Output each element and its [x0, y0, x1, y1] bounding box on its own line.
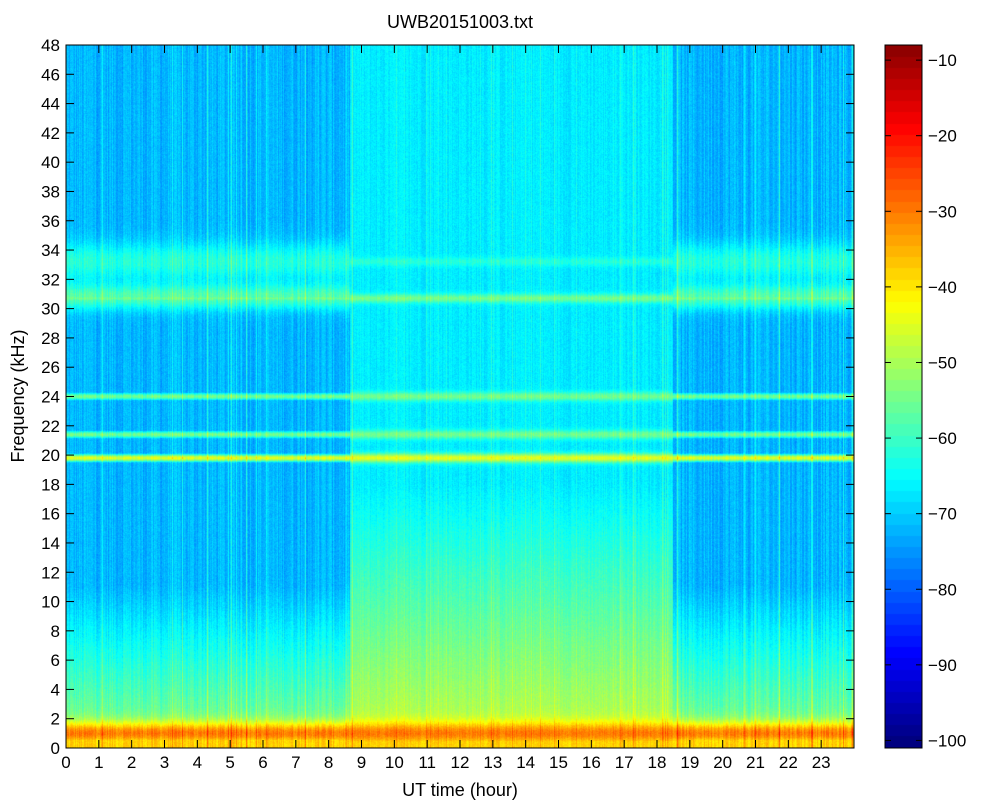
colorbar-tick-label: −80: [928, 580, 957, 599]
x-tick-label: 1: [94, 753, 103, 772]
y-tick-label: 24: [41, 388, 60, 407]
colorbar-gradient: [885, 45, 922, 748]
y-tick-label: 32: [41, 270, 60, 289]
x-tick-label: 15: [549, 753, 568, 772]
x-tick-label: 14: [516, 753, 535, 772]
spectrogram-heatmap: [66, 45, 854, 748]
x-tick-label: 19: [680, 753, 699, 772]
y-tick-label: 46: [41, 65, 60, 84]
x-tick-label: 13: [483, 753, 502, 772]
y-tick-label: 4: [51, 680, 60, 699]
y-tick-label: 20: [41, 446, 60, 465]
y-tick-label: 36: [41, 212, 60, 231]
y-tick-label: 26: [41, 358, 60, 377]
y-tick-label: 6: [51, 651, 60, 670]
colorbar-tick-label: −10: [928, 51, 957, 70]
colorbar-tick-label: −50: [928, 353, 957, 372]
colorbar: −10 −20 −30 −40 −50 −60 −70 −80 −90 −100: [884, 44, 966, 750]
x-tick-label: 9: [357, 753, 366, 772]
y-tick-label: 0: [51, 739, 60, 758]
x-tick-label: 6: [258, 753, 267, 772]
x-tick-label: 12: [451, 753, 470, 772]
y-tick-label: 2: [51, 710, 60, 729]
colorbar-tick-label: −100: [928, 731, 966, 750]
colorbar-tick-label: −20: [928, 127, 957, 146]
y-tick-label: 14: [41, 534, 60, 553]
y-tick-label: 22: [41, 417, 60, 436]
x-tick-label: 8: [324, 753, 333, 772]
colorbar-tick-label: −60: [928, 429, 957, 448]
y-tick-label: 34: [41, 241, 60, 260]
colorbar-tick-label: −40: [928, 278, 957, 297]
x-tick-label: 11: [418, 753, 436, 772]
y-axis-label: Frequency (kHz): [8, 329, 28, 462]
y-tick-label: 48: [41, 36, 60, 55]
x-axis: 0 1 2 3 4 5 6 7 8 9 10 11 12 13 14 15 16 17 18 19 20 21 22 23: [61, 45, 831, 772]
chart-title: UWB20151003.txt: [387, 12, 533, 32]
colorbar-tick-label: −90: [928, 656, 957, 675]
x-tick-label: 7: [291, 753, 300, 772]
x-tick-label: 10: [385, 753, 404, 772]
y-tick-label: 10: [41, 593, 60, 612]
y-axis: 0246810121416182022242628303234363840424…: [41, 36, 854, 758]
x-tick-label: 3: [160, 753, 169, 772]
x-tick-label: 18: [648, 753, 667, 772]
x-tick-label: 16: [582, 753, 601, 772]
x-tick-label: 5: [225, 753, 234, 772]
x-tick-label: 0: [61, 753, 70, 772]
y-tick-label: 44: [41, 95, 60, 114]
y-tick-label: 42: [41, 124, 60, 143]
x-tick-label: 2: [127, 753, 136, 772]
y-tick-label: 30: [41, 300, 60, 319]
x-tick-label: 23: [812, 753, 831, 772]
y-tick-label: 28: [41, 329, 60, 348]
y-tick-label: 38: [41, 182, 60, 201]
y-tick-label: 40: [41, 153, 60, 172]
colorbar-frame: [884, 44, 923, 749]
plot-area: [65, 44, 855, 749]
x-tick-label: 21: [746, 753, 765, 772]
y-tick-label: 12: [41, 563, 60, 582]
x-tick-label: 20: [713, 753, 732, 772]
y-tick-label: 18: [41, 475, 60, 494]
x-tick-label: 4: [193, 753, 202, 772]
colorbar-tick-label: −30: [928, 202, 957, 221]
y-tick-label: 16: [41, 505, 60, 524]
x-axis-label: UT time (hour): [402, 780, 518, 800]
y-tick-label: 8: [51, 622, 60, 641]
colorbar-tick-label: −70: [928, 505, 957, 524]
x-tick-label: 22: [779, 753, 798, 772]
x-tick-label: 17: [615, 753, 634, 772]
